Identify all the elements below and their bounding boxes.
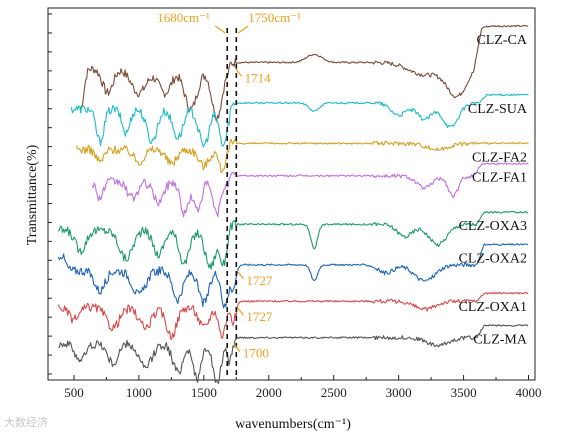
series-line-clz-fa1 <box>91 162 529 218</box>
x-tick-label: 2000 <box>256 385 282 400</box>
annotation-label: 1727 <box>246 273 273 288</box>
annotation-arrow <box>236 306 244 316</box>
series-line-clz-sua <box>70 93 529 148</box>
x-tick-label: 1000 <box>126 385 152 400</box>
series-label: CLZ-CA <box>476 33 527 48</box>
series-line-clz-ma <box>58 324 529 385</box>
annotation-arrow <box>235 68 243 77</box>
x-tick-label: 1500 <box>191 385 217 400</box>
series-line-clz-oxa1 <box>57 291 529 341</box>
x-axis-title: wavenumbers(cm⁻¹) <box>235 417 351 432</box>
series-label: CLZ-FA2 <box>472 150 527 165</box>
annotation-arrow <box>236 270 244 280</box>
x-tick-label: 500 <box>64 385 84 400</box>
series-line-clz-oxa2 <box>57 243 529 309</box>
reference-line-label: 1680cm⁻¹ <box>157 10 210 25</box>
series-label: CLZ-OXA2 <box>459 252 527 267</box>
x-tick-label: 2500 <box>321 385 347 400</box>
reference-arrow <box>237 25 249 34</box>
reference-arrow <box>214 25 226 34</box>
annotations: 1714 1727 1727 1700 <box>233 68 273 361</box>
plot-frame <box>47 7 536 381</box>
series-line-clz-oxa3 <box>57 210 529 270</box>
series-layer <box>57 24 529 385</box>
series-label: CLZ-SUA <box>468 102 528 117</box>
x-tick-label: 4000 <box>516 385 542 400</box>
annotation-label: 1714 <box>245 70 272 85</box>
x-tick-label: 3000 <box>386 385 412 400</box>
plot-area-border <box>47 7 536 381</box>
watermark: 大数经济 <box>4 416 48 429</box>
axis-ticks: 500 1000 1500 2000 2500 3000 3500 4000 <box>48 13 542 400</box>
series-label: CLZ-OXA3 <box>459 219 527 234</box>
y-axis-title: Transmittance(%) <box>25 144 40 245</box>
series-labels: CLZ-CA CLZ-SUA CLZ-FA2 CLZ-FA1 CLZ-OXA3 CLZ-O… <box>459 33 528 347</box>
reference-line-label: 1750cm⁻¹ <box>248 10 301 25</box>
x-tick-label: 3500 <box>451 385 477 400</box>
series-label: CLZ-FA1 <box>472 171 527 186</box>
series-label: CLZ-MA <box>473 332 528 347</box>
annotation-label: 1700 <box>243 346 269 361</box>
series-line-clz-fa2 <box>76 138 529 174</box>
series-line-clz-ca <box>79 24 529 123</box>
reference-lines: 1680cm⁻¹ 1750cm⁻¹ <box>157 10 301 376</box>
annotation-label: 1727 <box>246 309 273 324</box>
annotation-arrow <box>233 343 241 352</box>
series-label: CLZ-OXA1 <box>459 300 527 315</box>
